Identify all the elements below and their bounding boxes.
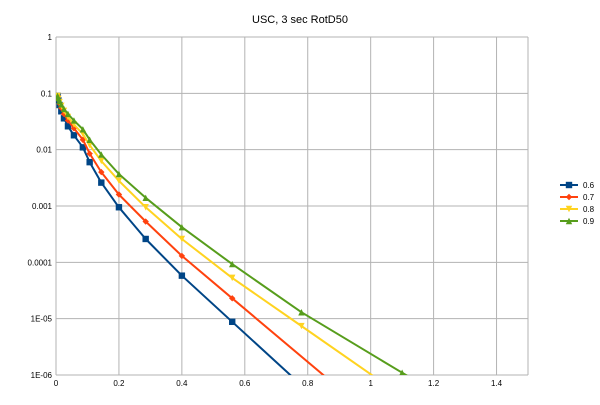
data-point [58, 101, 65, 108]
series-line-0.9 [56, 95, 408, 375]
y-tick-label: 0.1 [41, 89, 53, 98]
series-0.6 [56, 92, 292, 375]
y-tick-label: 0.01 [36, 146, 52, 155]
x-tick-label: 0 [54, 379, 59, 388]
data-point [98, 151, 105, 158]
legend: 0.6 0.7 0.8 0.9 [560, 181, 595, 226]
data-point [229, 318, 236, 325]
data-point [142, 235, 149, 243]
data-point [98, 157, 105, 165]
data-point [70, 117, 78, 124]
y-tick-label: 1 [48, 33, 53, 42]
data-point [98, 179, 105, 186]
legend-marker [565, 181, 573, 189]
data-point [178, 235, 186, 243]
data-point [64, 123, 72, 130]
chart-title: USC, 3 sec RotD50 [252, 14, 348, 26]
data-point [86, 150, 93, 157]
data-point [142, 204, 149, 211]
data-point [79, 136, 87, 143]
y-tick-label: 0.001 [32, 202, 53, 211]
x-tick-label: 1.2 [428, 379, 440, 388]
data-point [399, 369, 405, 375]
grid [56, 36, 529, 376]
legend-item-0.7: 0.7 [560, 193, 595, 202]
legend-label: 0.8 [583, 205, 595, 214]
y-tick-label: 0.0001 [28, 258, 53, 267]
data-point [178, 224, 186, 231]
data-point [70, 132, 78, 139]
x-tick-label: 0.6 [239, 379, 251, 388]
legend-item-0.6: 0.6 [560, 181, 595, 190]
x-tick-label: 0.4 [176, 379, 188, 388]
data-point [298, 309, 305, 316]
data-point [115, 204, 123, 211]
data-point [86, 136, 93, 143]
x-tick-label: 1 [368, 379, 373, 388]
legend-label: 0.7 [583, 193, 595, 202]
series-0.7 [56, 92, 325, 375]
series-line-0.7 [56, 95, 325, 375]
data-point [178, 252, 186, 260]
data-point [115, 170, 123, 178]
data-point [178, 272, 186, 279]
x-tick-label: 1.4 [491, 379, 503, 388]
series-0.9 [56, 92, 408, 375]
data-point [229, 260, 236, 268]
y-tick-label: 1E-06 [31, 371, 53, 380]
legend-label: 0.9 [583, 217, 595, 226]
series-line-0.6 [56, 95, 292, 375]
series-line-0.8 [56, 95, 374, 375]
series-0.8 [56, 92, 374, 375]
legend-marker [565, 193, 573, 201]
data-point [229, 274, 236, 282]
data-point [86, 142, 93, 149]
legend-label: 0.6 [583, 181, 595, 190]
data-point [98, 168, 105, 176]
data-point [115, 177, 123, 185]
data-point [115, 191, 123, 198]
data-point [86, 158, 93, 166]
data-point [60, 105, 68, 113]
y-tick-label: 1E-05 [31, 315, 53, 324]
data-point [79, 144, 87, 151]
x-tick-label: 0.2 [113, 379, 125, 388]
x-tick-label: 0.8 [302, 379, 314, 388]
data-point [298, 322, 305, 330]
data-point [60, 115, 68, 122]
data-point [229, 295, 236, 302]
legend-marker [565, 217, 573, 225]
series-group [56, 92, 408, 375]
legend-item-0.8: 0.8 [560, 205, 595, 214]
data-point [142, 218, 149, 225]
legend-item-0.9: 0.9 [560, 217, 595, 226]
axes: 1 0.1 0.01 0.001 0.0001 1E-05 1E-060 0.2 0.4 0.6 0… [28, 33, 528, 388]
legend-marker [565, 205, 573, 213]
data-point [79, 126, 87, 133]
data-point [142, 194, 149, 201]
data-point [64, 110, 72, 118]
